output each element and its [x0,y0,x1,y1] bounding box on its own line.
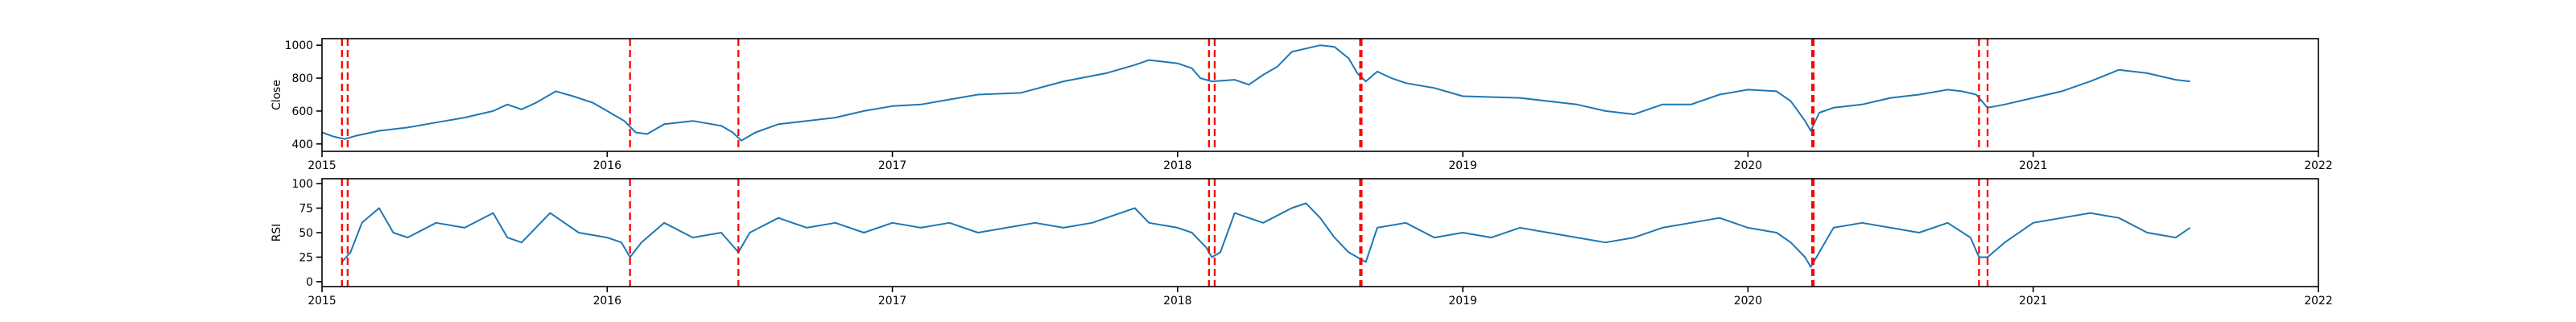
y-tick-label: 100 [291,178,313,191]
close-panel: 2015 2016 2017 2018 2019 2020 2021 2022 400 600 80… [270,38,2333,172]
y-tick-label: 600 [291,105,313,118]
x-tick-label: 2020 [1734,295,1762,308]
x-tick-label: 2022 [2304,159,2332,172]
x-tick-label: 2016 [593,159,621,172]
close-axes-frame [321,38,2319,152]
x-tick-label: 2015 [308,159,336,172]
x-tick-label: 2019 [1448,295,1476,308]
x-tick-label: 2016 [593,295,621,308]
rsi-series-line [341,202,2191,268]
x-tick-label: 2015 [308,295,336,308]
y-tick-label: 800 [291,72,313,85]
y-tick-label: 0 [306,276,313,289]
x-tick-label: 2018 [1163,159,1191,172]
close-series-line [321,44,2190,142]
x-tick-label: 2022 [2304,295,2332,308]
x-tick-label: 2021 [2019,295,2047,308]
y-tick-label: 75 [299,203,313,216]
y-tick-label: 50 [299,227,313,240]
rsi-panel: 2015 2016 2017 2018 2019 2020 2021 2022 0 25 50 75 1… [270,178,2333,308]
x-tick-label: 2020 [1734,159,1762,172]
x-tick-label: 2018 [1163,295,1191,308]
x-tick-label: 2019 [1448,159,1476,172]
x-tick-label: 2017 [878,159,906,172]
x-tick-label: 2021 [2019,159,2047,172]
x-tick-label: 2017 [878,295,906,308]
y-tick-label: 400 [291,138,313,151]
y-tick-label: 25 [299,251,313,264]
y-tick-label: 1000 [285,39,313,52]
rsi-y-axis-label: RSI [270,224,283,242]
close-y-axis-label: Close [270,80,283,110]
